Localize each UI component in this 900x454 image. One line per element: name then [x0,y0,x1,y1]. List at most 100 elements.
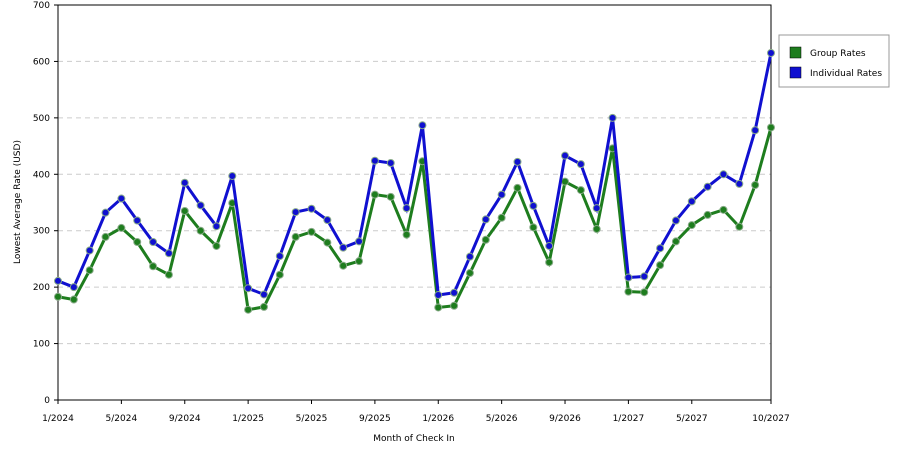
plot-frame [57,4,772,401]
x-tick-label: 1/2024 [42,414,74,424]
data-point [418,121,427,130]
data-point [687,197,696,206]
data-point [323,238,332,247]
data-point [545,241,554,250]
data-point [339,261,348,270]
data-point [592,225,601,234]
data-point [656,261,665,270]
data-point [259,302,268,311]
data-point [719,205,728,214]
data-point [640,288,649,297]
data-point [291,208,300,217]
x-tick-label: 5/2024 [106,414,138,424]
data-point [275,252,284,261]
data-point [751,181,760,190]
data-point [212,241,221,250]
data-point [69,283,78,292]
data-point [465,269,474,278]
x-tick-label: 5/2025 [296,414,328,424]
data-point [228,171,237,180]
y-axis-title: Lowest Average Rate (USD) [13,140,23,264]
data-point [497,213,506,222]
data-point [386,192,395,201]
data-point [85,246,94,255]
data-point [450,301,459,310]
data-point [101,208,110,217]
data-point [164,249,173,258]
data-point [275,270,284,279]
y-tick-label: 300 [33,227,50,237]
data-point [767,48,775,57]
data-point [481,215,490,224]
legend-box [778,34,890,88]
data-point [608,113,617,122]
data-point [481,235,490,244]
data-point [164,270,173,279]
data-point [592,204,601,213]
series-line [57,52,773,297]
data-point [434,303,443,312]
data-point [355,257,364,266]
data-point [117,223,126,232]
data-point [624,273,633,282]
series-line [57,127,773,312]
data-point [434,291,443,300]
y-tick-label: 600 [33,57,50,67]
data-point [529,223,538,232]
data-point [244,305,253,314]
data-point [703,182,712,191]
legend-swatch [789,46,802,59]
data-point [576,160,585,169]
data-point [291,232,300,241]
data-point [703,210,712,219]
data-point [149,262,158,271]
data-point [133,238,142,246]
data-point [355,237,364,246]
data-point [576,186,585,195]
x-tick-label: 5/2026 [486,414,518,424]
y-tick-label: 0 [44,396,50,406]
x-tick-label: 1/2027 [613,414,645,424]
legend-swatch [789,66,802,79]
data-point [735,179,744,188]
data-point [767,123,775,132]
data-point [133,216,142,225]
x-tick-label: 5/2027 [676,414,708,424]
data-point [465,252,474,261]
data-point [640,272,649,281]
data-point [687,221,696,230]
y-tick-label: 100 [33,340,50,350]
data-point [101,232,110,241]
data-point [370,190,379,199]
x-tick-label: 9/2026 [549,414,581,424]
legend-label: Individual Rates [810,69,882,79]
y-tick-label: 700 [33,1,50,11]
legend-label: Group Rates [810,49,866,59]
data-point [339,243,348,252]
y-tick-label: 400 [33,170,50,180]
data-point [656,244,665,253]
y-tick-label: 500 [33,114,50,124]
data-point [671,216,680,225]
x-axis-title: Month of Check In [373,434,455,444]
data-point [751,126,760,135]
y-tick-label: 200 [33,283,50,293]
data-point [561,177,570,186]
data-point [545,258,554,267]
data-point [529,201,538,210]
data-point [370,156,379,165]
data-point [450,288,459,297]
data-point [402,204,411,213]
data-point [307,204,316,213]
data-point [513,183,522,192]
data-point [54,292,62,301]
data-point [196,201,205,210]
data-point [212,222,221,231]
x-tick-label: 1/2026 [422,414,454,424]
data-point [513,157,522,166]
data-point [244,284,253,293]
data-point [180,206,189,215]
x-tick-label: 1/2025 [232,414,264,424]
